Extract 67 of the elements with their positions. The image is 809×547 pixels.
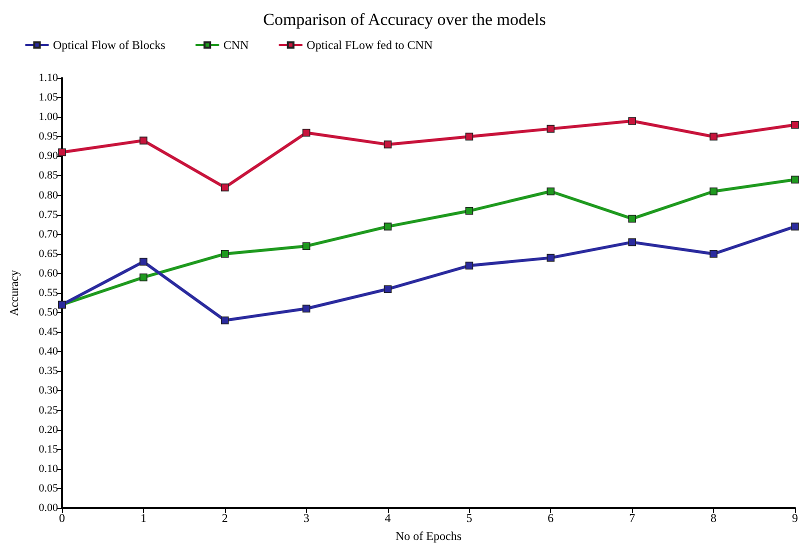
y-tick-label: 0.20 [38, 424, 58, 436]
point [220, 250, 229, 258]
point [710, 250, 718, 258]
point [384, 222, 392, 230]
x-tick-label: 3 [303, 511, 310, 525]
y-tick-label: 0.10 [38, 462, 58, 475]
y-tick-label: 0.25 [38, 404, 58, 416]
x-tick-label: 7 [629, 511, 636, 525]
y-tick-label: 1.05 [38, 92, 58, 104]
y-tick-label: 0.50 [38, 306, 58, 319]
point [302, 304, 310, 313]
y-tick-label: 0.90 [38, 150, 58, 162]
point [220, 316, 229, 324]
x-tick-label: 4 [384, 511, 391, 525]
y-tick-label: 0.45 [38, 326, 58, 338]
point [546, 254, 555, 262]
x-tick-label: 2 [222, 511, 228, 525]
y-tick-label: 0.40 [38, 346, 58, 358]
point [302, 128, 310, 137]
point [302, 242, 310, 250]
point [58, 148, 66, 156]
point [628, 117, 636, 125]
chart-title: Comparison of Accuracy over the models [263, 10, 546, 29]
point [384, 285, 392, 293]
point [546, 124, 555, 133]
point [628, 238, 636, 246]
point [791, 222, 799, 230]
x-tick-label: 5 [466, 511, 472, 525]
x-tick-label: 8 [710, 511, 717, 525]
legend-label: Optical FLow fed to CNN [306, 38, 433, 52]
point [710, 132, 718, 141]
point [465, 207, 474, 215]
point [710, 187, 718, 196]
x-tick-label: 0 [59, 511, 65, 525]
y-tick-label: 1.10 [38, 72, 58, 84]
point [384, 140, 392, 148]
point [628, 214, 636, 223]
y-tick-label: 0.00 [38, 502, 58, 514]
x-tick-label: 6 [548, 511, 554, 525]
y-tick-label: 0.80 [38, 189, 58, 202]
legend-label: Optical Flow of Blocks [53, 38, 166, 52]
y-tick-label: 0.05 [38, 482, 58, 494]
legend-label: CNN [223, 38, 249, 52]
point [546, 187, 555, 196]
y-tick-label: 1.00 [38, 111, 58, 124]
x-tick-label: 1 [140, 511, 146, 525]
x-axis-title: No of Epochs [396, 529, 462, 543]
y-tick-label: 0.55 [38, 287, 58, 299]
x-tick-label: 9 [792, 511, 798, 525]
y-tick-label: 0.60 [38, 267, 58, 280]
point [465, 262, 474, 270]
y-tick-label: 0.35 [38, 365, 58, 378]
point [220, 184, 229, 192]
point [140, 273, 148, 282]
point [140, 136, 148, 144]
y-tick-label: 0.30 [38, 384, 58, 397]
point [791, 176, 799, 184]
y-tick-label: 0.65 [38, 248, 58, 260]
y-tick-label: 0.15 [38, 443, 58, 456]
y-tick-label: 0.75 [38, 208, 58, 221]
point [465, 132, 474, 141]
point [791, 121, 799, 129]
point [140, 258, 148, 266]
y-axis-title: Accuracy [7, 270, 21, 316]
y-tick-label: 0.95 [38, 130, 58, 143]
y-tick-label: 0.85 [38, 170, 58, 182]
y-tick-label: 0.70 [38, 228, 58, 240]
